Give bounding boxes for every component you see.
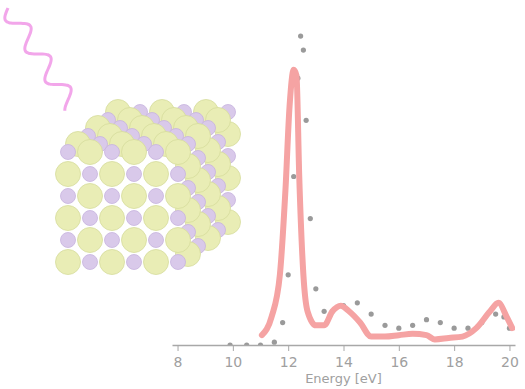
atom	[122, 228, 147, 253]
data-point	[286, 272, 291, 277]
photon	[5, 8, 71, 111]
atom	[144, 250, 169, 275]
data-point	[258, 342, 263, 345]
atom	[171, 255, 186, 270]
x-tick-label: 14	[335, 354, 353, 370]
data-point	[301, 47, 306, 52]
x-tick: 8	[174, 345, 183, 370]
atom	[122, 184, 147, 209]
data-point	[452, 326, 457, 331]
data-point	[410, 323, 415, 328]
x-tick: 16	[390, 345, 408, 370]
data-point	[382, 323, 387, 328]
x-tick-label: 8	[174, 354, 183, 370]
x-tick: 14	[335, 345, 353, 370]
data-point	[272, 340, 277, 345]
x-axis-title: Energy [eV]	[305, 371, 382, 386]
theory-line	[262, 70, 512, 340]
data-point	[280, 320, 285, 325]
x-tick-label: 10	[224, 354, 242, 370]
atom	[166, 228, 191, 253]
atom	[78, 228, 103, 253]
atom	[56, 250, 81, 275]
data-point	[298, 33, 303, 38]
atom	[83, 211, 98, 226]
atom	[127, 167, 142, 182]
atom	[144, 206, 169, 231]
data-point	[308, 216, 313, 221]
atom	[100, 250, 125, 275]
x-tick: 12	[280, 345, 298, 370]
atom	[83, 167, 98, 182]
illustration	[5, 8, 241, 275]
atom	[122, 140, 147, 165]
atom	[166, 140, 191, 165]
plot-area	[227, 33, 512, 345]
x-tick-label: 18	[446, 354, 464, 370]
x-tick: 10	[224, 345, 242, 370]
x-tick-label: 16	[390, 354, 408, 370]
x-tick-mark	[178, 345, 179, 351]
x-tick: 18	[446, 345, 464, 370]
x-tick-mark	[509, 345, 510, 351]
atom	[61, 233, 76, 248]
x-tick-mark	[233, 345, 234, 351]
data-point	[291, 174, 296, 179]
x-tick-mark	[454, 345, 455, 351]
data-point	[396, 326, 401, 331]
atom	[127, 211, 142, 226]
x-tick-mark	[344, 345, 345, 351]
atom	[149, 233, 164, 248]
data-point	[244, 342, 249, 345]
x-tick-mark	[288, 345, 289, 351]
atom	[171, 167, 186, 182]
atom	[61, 189, 76, 204]
data-point	[322, 309, 327, 314]
data-point	[369, 312, 374, 317]
atom	[144, 162, 169, 187]
atom	[78, 184, 103, 209]
data-point	[493, 312, 498, 317]
atom	[105, 189, 120, 204]
data-point	[424, 317, 429, 322]
atom	[56, 206, 81, 231]
x-tick: 20	[501, 345, 519, 370]
data-point	[355, 300, 360, 305]
atom	[83, 255, 98, 270]
atom	[56, 162, 81, 187]
x-tick-label: 12	[280, 354, 298, 370]
data-point	[438, 320, 443, 325]
atom	[78, 140, 103, 165]
atom	[100, 162, 125, 187]
atom	[171, 211, 186, 226]
atom	[61, 145, 76, 160]
atom	[105, 145, 120, 160]
atom	[166, 184, 191, 209]
atom	[127, 255, 142, 270]
x-tick-label: 20	[501, 354, 519, 370]
x-tick-mark	[399, 345, 400, 351]
data-point	[304, 118, 309, 123]
atom	[149, 189, 164, 204]
x-axis: 8 10 12 14 16 18 20	[173, 345, 519, 370]
atom	[149, 145, 164, 160]
atom	[105, 233, 120, 248]
data-point	[313, 286, 318, 291]
atom	[100, 206, 125, 231]
data-point	[227, 342, 232, 345]
